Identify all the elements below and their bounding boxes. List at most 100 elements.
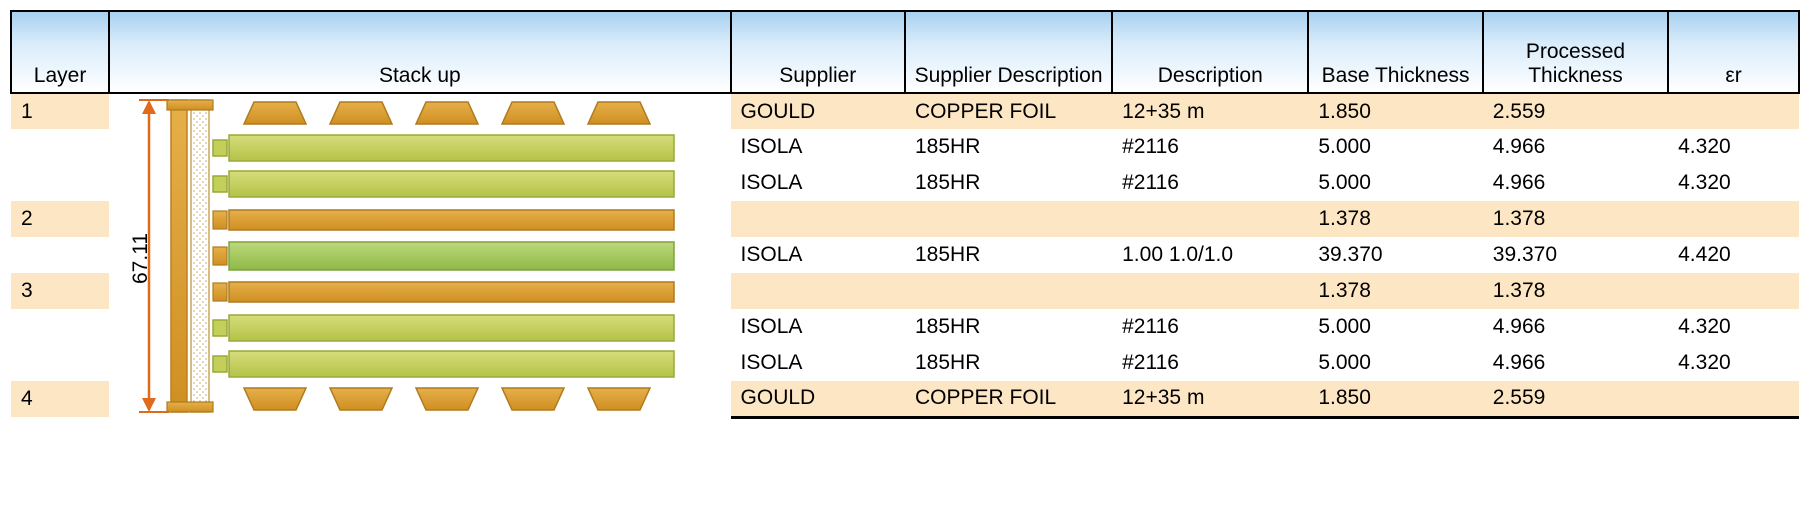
cell-base: 1.850 xyxy=(1308,381,1482,417)
cell-supplier: GOULD xyxy=(731,381,905,417)
cell-er: 4.320 xyxy=(1668,345,1799,381)
cell-supdesc: 185HR xyxy=(905,129,1112,165)
cell-desc: 12+35 m xyxy=(1112,93,1308,129)
dimension-label: 67.11 xyxy=(129,233,153,284)
prepreg-tab xyxy=(213,140,227,156)
inner-copper-bar xyxy=(229,210,674,230)
prepreg-bar xyxy=(229,171,674,197)
via-cap-top xyxy=(167,100,213,110)
cell-supplier: ISOLA xyxy=(731,129,905,165)
cell-proc: 1.378 xyxy=(1483,273,1668,309)
cell-base: 5.000 xyxy=(1308,165,1482,201)
table-row: 1 67.11GOULDCOPPER FOIL12+35 m1.8502.559 xyxy=(11,93,1799,129)
cell-proc: 4.966 xyxy=(1483,309,1668,345)
cell-supdesc: COPPER FOIL xyxy=(905,381,1112,417)
header-layer: Layer xyxy=(11,11,109,93)
cell-proc: 4.966 xyxy=(1483,129,1668,165)
cell-base: 5.000 xyxy=(1308,129,1482,165)
cell-base: 1.378 xyxy=(1308,273,1482,309)
top-copper-trace xyxy=(588,102,650,124)
core-bar xyxy=(229,242,674,270)
header-row: Layer Stack up Supplier Supplier Descrip… xyxy=(11,11,1799,93)
header-base: Base Thickness xyxy=(1308,11,1482,93)
cell-supplier: ISOLA xyxy=(731,345,905,381)
bottom-copper-trace xyxy=(588,388,650,410)
dimension-arrow-top xyxy=(142,100,156,114)
cell-layer: 1 xyxy=(11,93,109,129)
cell-supdesc: 185HR xyxy=(905,165,1112,201)
prepreg-tab xyxy=(213,356,227,372)
cell-layer: 3 xyxy=(11,273,109,309)
cell-er xyxy=(1668,381,1799,417)
cell-supdesc: 185HR xyxy=(905,309,1112,345)
cell-er: 4.320 xyxy=(1668,129,1799,165)
cell-desc xyxy=(1112,201,1308,237)
table-footer-rule xyxy=(11,417,1799,453)
stackup-svg xyxy=(109,94,679,418)
cell-base: 5.000 xyxy=(1308,309,1482,345)
cell-supdesc: 185HR xyxy=(905,237,1112,273)
bottom-copper-trace xyxy=(502,388,564,410)
header-proc: Processed Thickness xyxy=(1483,11,1668,93)
via-column xyxy=(171,100,187,412)
cell-supdesc xyxy=(905,273,1112,309)
header-desc: Description xyxy=(1112,11,1308,93)
top-copper-trace xyxy=(502,102,564,124)
copper-tab xyxy=(213,283,227,301)
header-er: εr xyxy=(1668,11,1799,93)
cell-proc: 4.966 xyxy=(1483,165,1668,201)
cell-desc: #2116 xyxy=(1112,165,1308,201)
cell-desc: #2116 xyxy=(1112,345,1308,381)
cell-supplier: ISOLA xyxy=(731,165,905,201)
copper-tab xyxy=(213,247,227,265)
cell-base: 39.370 xyxy=(1308,237,1482,273)
cell-proc: 2.559 xyxy=(1483,93,1668,129)
cell-er: 4.320 xyxy=(1668,165,1799,201)
cell-er xyxy=(1668,93,1799,129)
dimension-arrow-bot xyxy=(142,398,156,412)
bottom-copper-trace xyxy=(330,388,392,410)
cell-desc: #2116 xyxy=(1112,309,1308,345)
cell-layer: 2 xyxy=(11,201,109,237)
cell-proc: 39.370 xyxy=(1483,237,1668,273)
top-copper-trace xyxy=(244,102,306,124)
cell-base: 1.378 xyxy=(1308,201,1482,237)
cell-layer xyxy=(11,237,109,273)
cell-desc: 12+35 m xyxy=(1112,381,1308,417)
cell-layer xyxy=(11,345,109,381)
bottom-copper-trace xyxy=(416,388,478,410)
cell-supplier xyxy=(731,273,905,309)
cell-desc: 1.00 1.0/1.0 xyxy=(1112,237,1308,273)
cell-layer: 4 xyxy=(11,381,109,417)
cell-proc: 2.559 xyxy=(1483,381,1668,417)
cell-supplier: ISOLA xyxy=(731,237,905,273)
header-stackup: Stack up xyxy=(109,11,730,93)
cell-desc: #2116 xyxy=(1112,129,1308,165)
top-copper-trace xyxy=(416,102,478,124)
copper-tab xyxy=(213,211,227,229)
prepreg-bar xyxy=(229,351,674,377)
prepreg-bar xyxy=(229,315,674,341)
cell-proc: 1.378 xyxy=(1483,201,1668,237)
cell-base: 5.000 xyxy=(1308,345,1482,381)
stackup-table: Layer Stack up Supplier Supplier Descrip… xyxy=(10,10,1800,453)
cell-layer xyxy=(11,309,109,345)
cell-er: 4.420 xyxy=(1668,237,1799,273)
top-copper-trace xyxy=(330,102,392,124)
cell-er xyxy=(1668,273,1799,309)
cell-supdesc: COPPER FOIL xyxy=(905,93,1112,129)
cell-desc xyxy=(1112,273,1308,309)
header-supdesc: Supplier Description xyxy=(905,11,1112,93)
cell-supdesc: 185HR xyxy=(905,345,1112,381)
cell-supdesc xyxy=(905,201,1112,237)
cell-proc: 4.966 xyxy=(1483,345,1668,381)
cell-layer xyxy=(11,129,109,165)
cell-er xyxy=(1668,201,1799,237)
mask-column xyxy=(191,100,209,412)
stackup-diagram: 67.11 xyxy=(109,93,730,417)
cell-base: 1.850 xyxy=(1308,93,1482,129)
prepreg-tab xyxy=(213,176,227,192)
header-supplier: Supplier xyxy=(731,11,905,93)
cell-supplier: GOULD xyxy=(731,93,905,129)
bottom-copper-trace xyxy=(244,388,306,410)
